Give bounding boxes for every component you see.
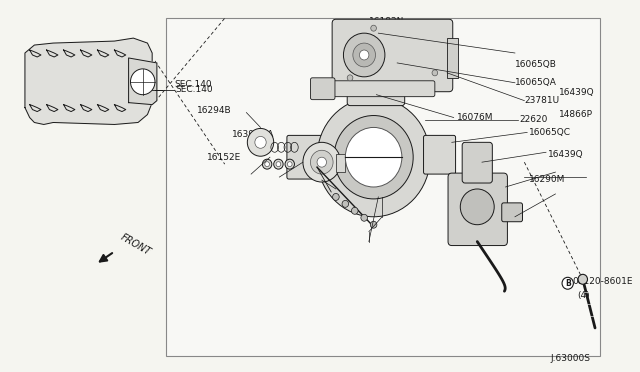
- Text: 16395+A: 16395+A: [232, 130, 275, 139]
- FancyBboxPatch shape: [424, 135, 456, 174]
- Polygon shape: [25, 38, 152, 125]
- FancyBboxPatch shape: [332, 19, 452, 92]
- FancyBboxPatch shape: [462, 142, 492, 183]
- Circle shape: [255, 137, 266, 148]
- Text: 16152E: 16152E: [207, 153, 241, 162]
- Text: (4): (4): [577, 291, 590, 300]
- Circle shape: [265, 162, 269, 167]
- Text: B: B: [565, 279, 571, 288]
- Text: 16294B: 16294B: [197, 106, 232, 115]
- Text: 16065Q: 16065Q: [369, 33, 404, 43]
- Circle shape: [562, 277, 573, 289]
- Text: FRONT: FRONT: [119, 232, 153, 257]
- FancyBboxPatch shape: [348, 62, 404, 106]
- FancyBboxPatch shape: [502, 203, 522, 222]
- Circle shape: [303, 142, 340, 182]
- Text: 16439Q: 16439Q: [559, 88, 595, 97]
- Text: SEC.140: SEC.140: [176, 85, 213, 94]
- Text: 14866P: 14866P: [559, 110, 593, 119]
- Text: 23781U: 23781U: [524, 96, 559, 105]
- Circle shape: [317, 157, 326, 167]
- Circle shape: [276, 162, 281, 167]
- Circle shape: [371, 221, 377, 228]
- FancyBboxPatch shape: [448, 173, 508, 246]
- Circle shape: [344, 33, 385, 77]
- Circle shape: [285, 159, 294, 169]
- Text: 16290M: 16290M: [529, 174, 566, 183]
- Circle shape: [262, 159, 272, 169]
- Circle shape: [342, 201, 349, 207]
- Bar: [447, 38, 458, 78]
- Text: 16182N: 16182N: [369, 17, 404, 26]
- Circle shape: [346, 128, 402, 187]
- Circle shape: [131, 69, 155, 95]
- Circle shape: [371, 25, 376, 31]
- Text: SEC.140: SEC.140: [175, 80, 212, 89]
- Text: 16076M: 16076M: [456, 113, 493, 122]
- Text: 16395: 16395: [292, 143, 321, 152]
- Circle shape: [361, 214, 367, 221]
- Text: 16065QC: 16065QC: [529, 128, 571, 137]
- Circle shape: [287, 162, 292, 167]
- Circle shape: [333, 193, 339, 201]
- Text: 08120-8601E: 08120-8601E: [572, 277, 633, 286]
- FancyBboxPatch shape: [310, 78, 335, 100]
- Circle shape: [317, 98, 430, 217]
- Circle shape: [310, 150, 333, 174]
- Bar: [336, 154, 346, 172]
- Circle shape: [432, 70, 438, 76]
- Circle shape: [460, 189, 494, 225]
- Bar: [166, 18, 600, 356]
- Bar: [348, 156, 356, 170]
- FancyBboxPatch shape: [287, 135, 324, 179]
- Text: 16065QA: 16065QA: [515, 78, 557, 87]
- Circle shape: [360, 50, 369, 60]
- Circle shape: [247, 128, 274, 156]
- Text: J.63000S: J.63000S: [550, 354, 590, 363]
- Text: 16065QB: 16065QB: [515, 60, 557, 70]
- Circle shape: [274, 159, 283, 169]
- Text: 22620: 22620: [520, 115, 548, 124]
- Circle shape: [334, 116, 413, 199]
- Circle shape: [351, 207, 358, 214]
- Polygon shape: [129, 58, 157, 105]
- Circle shape: [353, 43, 376, 67]
- Circle shape: [348, 75, 353, 81]
- Text: 16439Q: 16439Q: [548, 150, 584, 159]
- Circle shape: [578, 274, 588, 284]
- FancyBboxPatch shape: [328, 81, 435, 97]
